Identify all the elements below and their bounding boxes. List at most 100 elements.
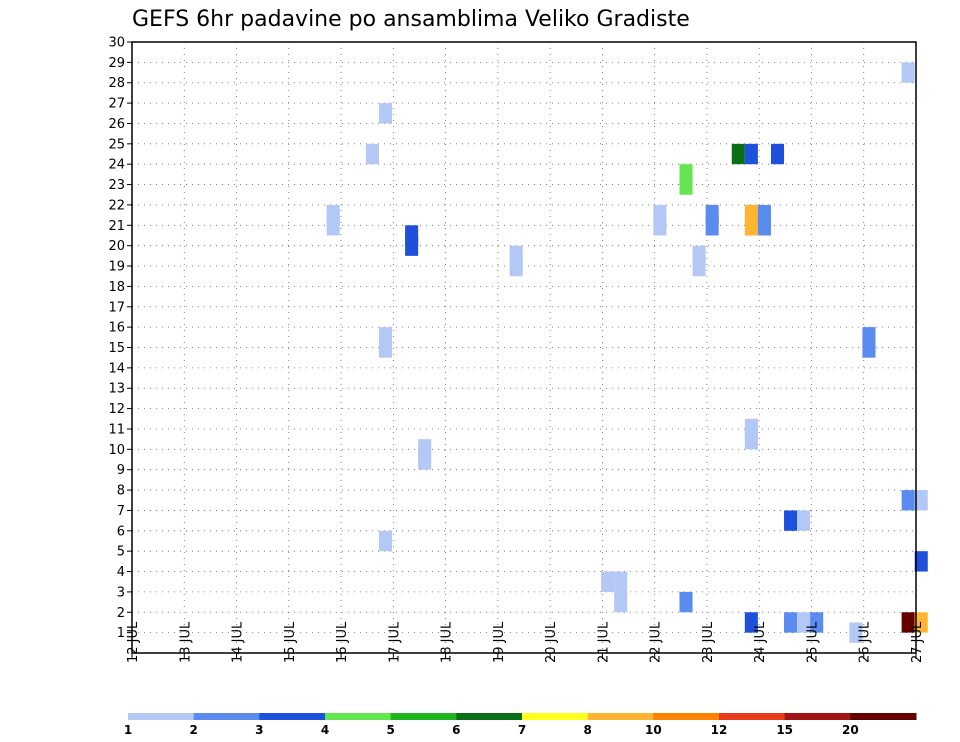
y-tick-label: 16 [108, 321, 125, 336]
y-tick-label: 15 [108, 341, 125, 356]
heatmap-cell [679, 591, 693, 613]
colorbar-label: 15 [776, 723, 793, 737]
colorbar-swatch [259, 713, 326, 720]
x-tick-label: 25 JUL [805, 621, 820, 663]
x-tick-label: 24 JUL [753, 621, 768, 663]
colorbar-swatch [128, 713, 195, 720]
heatmap-cell [914, 612, 928, 633]
x-tick-label: 16 JUL [335, 621, 350, 663]
heatmap-cell [797, 510, 811, 531]
heatmap-cell [784, 510, 798, 531]
y-tick-label: 3 [117, 585, 125, 600]
x-axis: 12 JUL 13 JUL 14 JUL 15 JUL 16 JUL 17 JUL 18 J… [126, 621, 925, 663]
heatmap-cell [914, 490, 928, 511]
y-tick-label: 28 [108, 76, 125, 91]
y-tick-label: 24 [108, 158, 125, 173]
colorbar-label: 12 [711, 723, 728, 737]
y-tick-label: 14 [108, 361, 125, 376]
x-tick-label: 19 JUL [492, 621, 507, 663]
colorbar: 1 2 3 4 5 6 7 8 10 12 15 20 [124, 713, 917, 737]
x-tick-label: 21 JUL [596, 621, 611, 663]
y-tick-label: 12 [108, 402, 125, 417]
y-tick-label: 26 [108, 117, 125, 132]
colorbar-swatch [390, 713, 457, 720]
colorbar-label: 5 [386, 723, 394, 737]
colorbar-swatch [193, 713, 260, 720]
colorbar-swatch [325, 713, 392, 720]
heatmap-cell [901, 490, 915, 511]
colorbar-label: 3 [255, 723, 263, 737]
colorbar-label: 2 [189, 723, 197, 737]
heatmap-cell [614, 571, 628, 592]
heatmap-cell [653, 215, 667, 236]
colorbar-swatch [522, 713, 589, 720]
heatmap-cell [784, 612, 798, 633]
y-tick-label: 2 [117, 606, 125, 621]
y-tick-label: 18 [108, 280, 125, 295]
heatmap-cell [509, 255, 523, 277]
heatmap-cell [731, 143, 745, 165]
x-tick-label: 22 JUL [649, 621, 664, 663]
y-tick-label: 27 [108, 97, 125, 112]
y-axis: 1234567891011121314151617181920212223242… [108, 36, 132, 641]
y-tick-label: 10 [108, 443, 125, 458]
heatmap-cell [757, 215, 771, 236]
heatmap-cell [797, 612, 811, 633]
x-tick-label: 13 JUL [178, 621, 193, 663]
x-tick-label: 14 JUL [231, 621, 246, 663]
colorbar-label: 20 [842, 723, 859, 737]
heatmap-cell [614, 591, 628, 613]
colorbar-label: 7 [518, 723, 526, 737]
y-tick-label: 17 [108, 300, 125, 315]
colorbar-swatch [850, 713, 917, 720]
x-tick-label: 12 JUL [126, 621, 141, 663]
colorbar-swatch [653, 713, 720, 720]
chart-title: GEFS 6hr padavine po ansamblima Veliko G… [132, 7, 690, 32]
heatmap-cell [679, 174, 693, 195]
heatmap-cell [901, 62, 915, 83]
heatmap-cell [692, 255, 706, 277]
heatmap-cell [378, 530, 393, 552]
colorbar-label: 1 [124, 723, 132, 737]
y-tick-label: 5 [117, 545, 125, 560]
heatmap-cell [378, 103, 393, 124]
heatmap-cell [770, 143, 785, 165]
y-tick-label: 11 [108, 422, 125, 437]
x-tick-label: 15 JUL [283, 621, 298, 663]
y-tick-label: 9 [117, 463, 125, 478]
y-tick-label: 22 [108, 198, 125, 213]
heatmap-cell [849, 622, 863, 643]
heatmap-cell [418, 449, 432, 470]
heatmap-cell [326, 215, 340, 236]
y-tick-label: 25 [108, 137, 125, 152]
heatmap-cell [365, 143, 379, 165]
heatmap-cells [326, 62, 928, 643]
y-tick-label: 1 [117, 626, 125, 641]
grid-lines [131, 41, 917, 653]
colorbar-label: 4 [321, 723, 329, 737]
colorbar-swatch [784, 713, 851, 720]
heatmap-cell [378, 337, 393, 358]
y-tick-label: 6 [117, 524, 125, 539]
x-tick-label: 17 JUL [387, 621, 402, 663]
heatmap-cell [405, 235, 419, 256]
y-tick-label: 29 [108, 56, 125, 71]
heatmap-cell [862, 337, 876, 358]
heatmap-cell [744, 143, 758, 165]
heatmap-cell [914, 551, 928, 572]
x-tick-label: 20 JUL [544, 621, 559, 663]
y-tick-label: 7 [117, 504, 125, 519]
colorbar-swatch [719, 713, 786, 720]
y-tick-label: 19 [108, 260, 125, 275]
heatmap-cell [901, 612, 915, 633]
colorbar-label: 6 [452, 723, 460, 737]
colorbar-swatch [456, 713, 523, 720]
y-tick-label: 13 [108, 382, 125, 397]
y-tick-label: 23 [108, 178, 125, 193]
y-tick-label: 21 [108, 219, 125, 234]
x-tick-label: 18 JUL [440, 621, 455, 663]
heatmap-cell [744, 215, 758, 236]
y-tick-label: 4 [117, 565, 125, 580]
x-tick-label: 23 JUL [701, 621, 716, 663]
colorbar-label: 10 [645, 723, 662, 737]
